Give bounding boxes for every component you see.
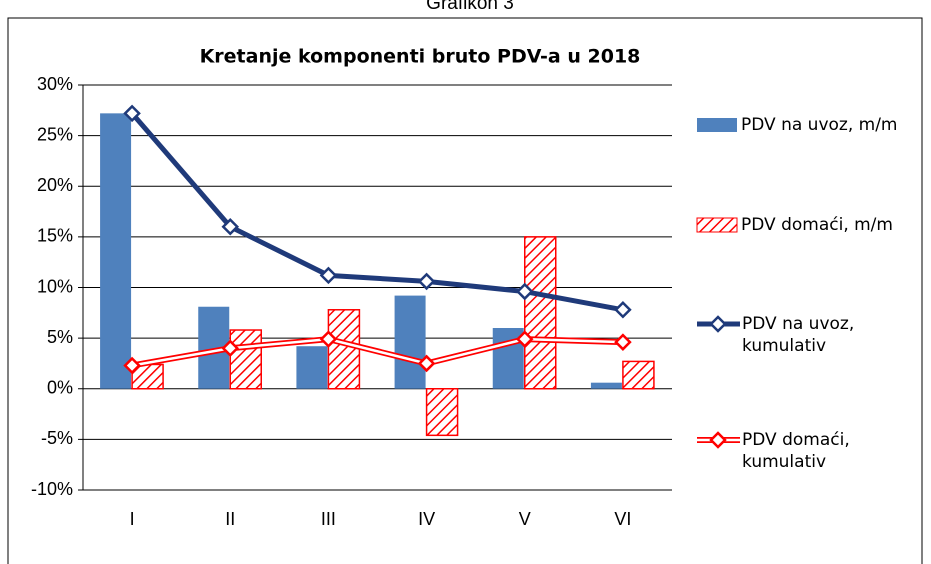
x-tick-label: III xyxy=(321,509,336,529)
bar xyxy=(524,236,557,390)
legend-label: PDV na uvoz, m/m xyxy=(741,115,898,135)
marker xyxy=(221,217,240,236)
y-tick-label: -10% xyxy=(31,479,73,499)
bar xyxy=(100,113,132,389)
marker xyxy=(417,354,436,373)
bar xyxy=(590,382,622,389)
x-tick-label: VI xyxy=(614,509,631,529)
marker xyxy=(123,104,141,123)
bar xyxy=(394,295,426,389)
legend-label: PDV na uvoz, kumulativ xyxy=(742,314,855,356)
y-tick-label: 25% xyxy=(37,124,73,144)
frame xyxy=(7,17,923,564)
y-tick-label: 20% xyxy=(37,175,73,195)
y-tick-label: 5% xyxy=(47,327,73,347)
marker xyxy=(515,330,534,348)
bar xyxy=(296,346,328,389)
x-tick-label: II xyxy=(225,509,235,529)
legend-swatch xyxy=(697,118,737,132)
marker xyxy=(614,301,632,319)
bar xyxy=(622,360,655,390)
marker xyxy=(221,339,240,358)
x-tick-label: IV xyxy=(418,509,435,529)
legend-marker xyxy=(709,315,727,333)
bar xyxy=(229,329,262,390)
bar xyxy=(425,388,459,437)
y-tick-label: 0% xyxy=(47,378,73,398)
legend-label: PDV domaći, kumulativ xyxy=(742,430,850,472)
legend-swatch xyxy=(696,217,738,233)
y-tick-label: -5% xyxy=(41,428,73,448)
y-tick-label: 15% xyxy=(37,226,73,246)
marker xyxy=(417,272,436,291)
chart-title: Kretanje komponenti bruto PDV-a u 2018 xyxy=(200,46,641,68)
marker xyxy=(319,266,338,285)
marker xyxy=(123,356,141,375)
header: Grafikon 3 xyxy=(426,0,514,14)
x-tick-label: I xyxy=(130,509,135,529)
y-tick-label: 30% xyxy=(37,74,73,94)
marker xyxy=(515,282,534,301)
marker xyxy=(614,333,632,351)
marker xyxy=(319,330,338,348)
x-tick-label: V xyxy=(519,509,531,529)
legend-marker xyxy=(709,431,727,449)
line xyxy=(131,337,623,367)
bar xyxy=(327,309,361,390)
legend-label: PDV domaći, m/m xyxy=(741,215,893,235)
line xyxy=(130,111,624,313)
y-tick-label: 10% xyxy=(37,276,73,296)
